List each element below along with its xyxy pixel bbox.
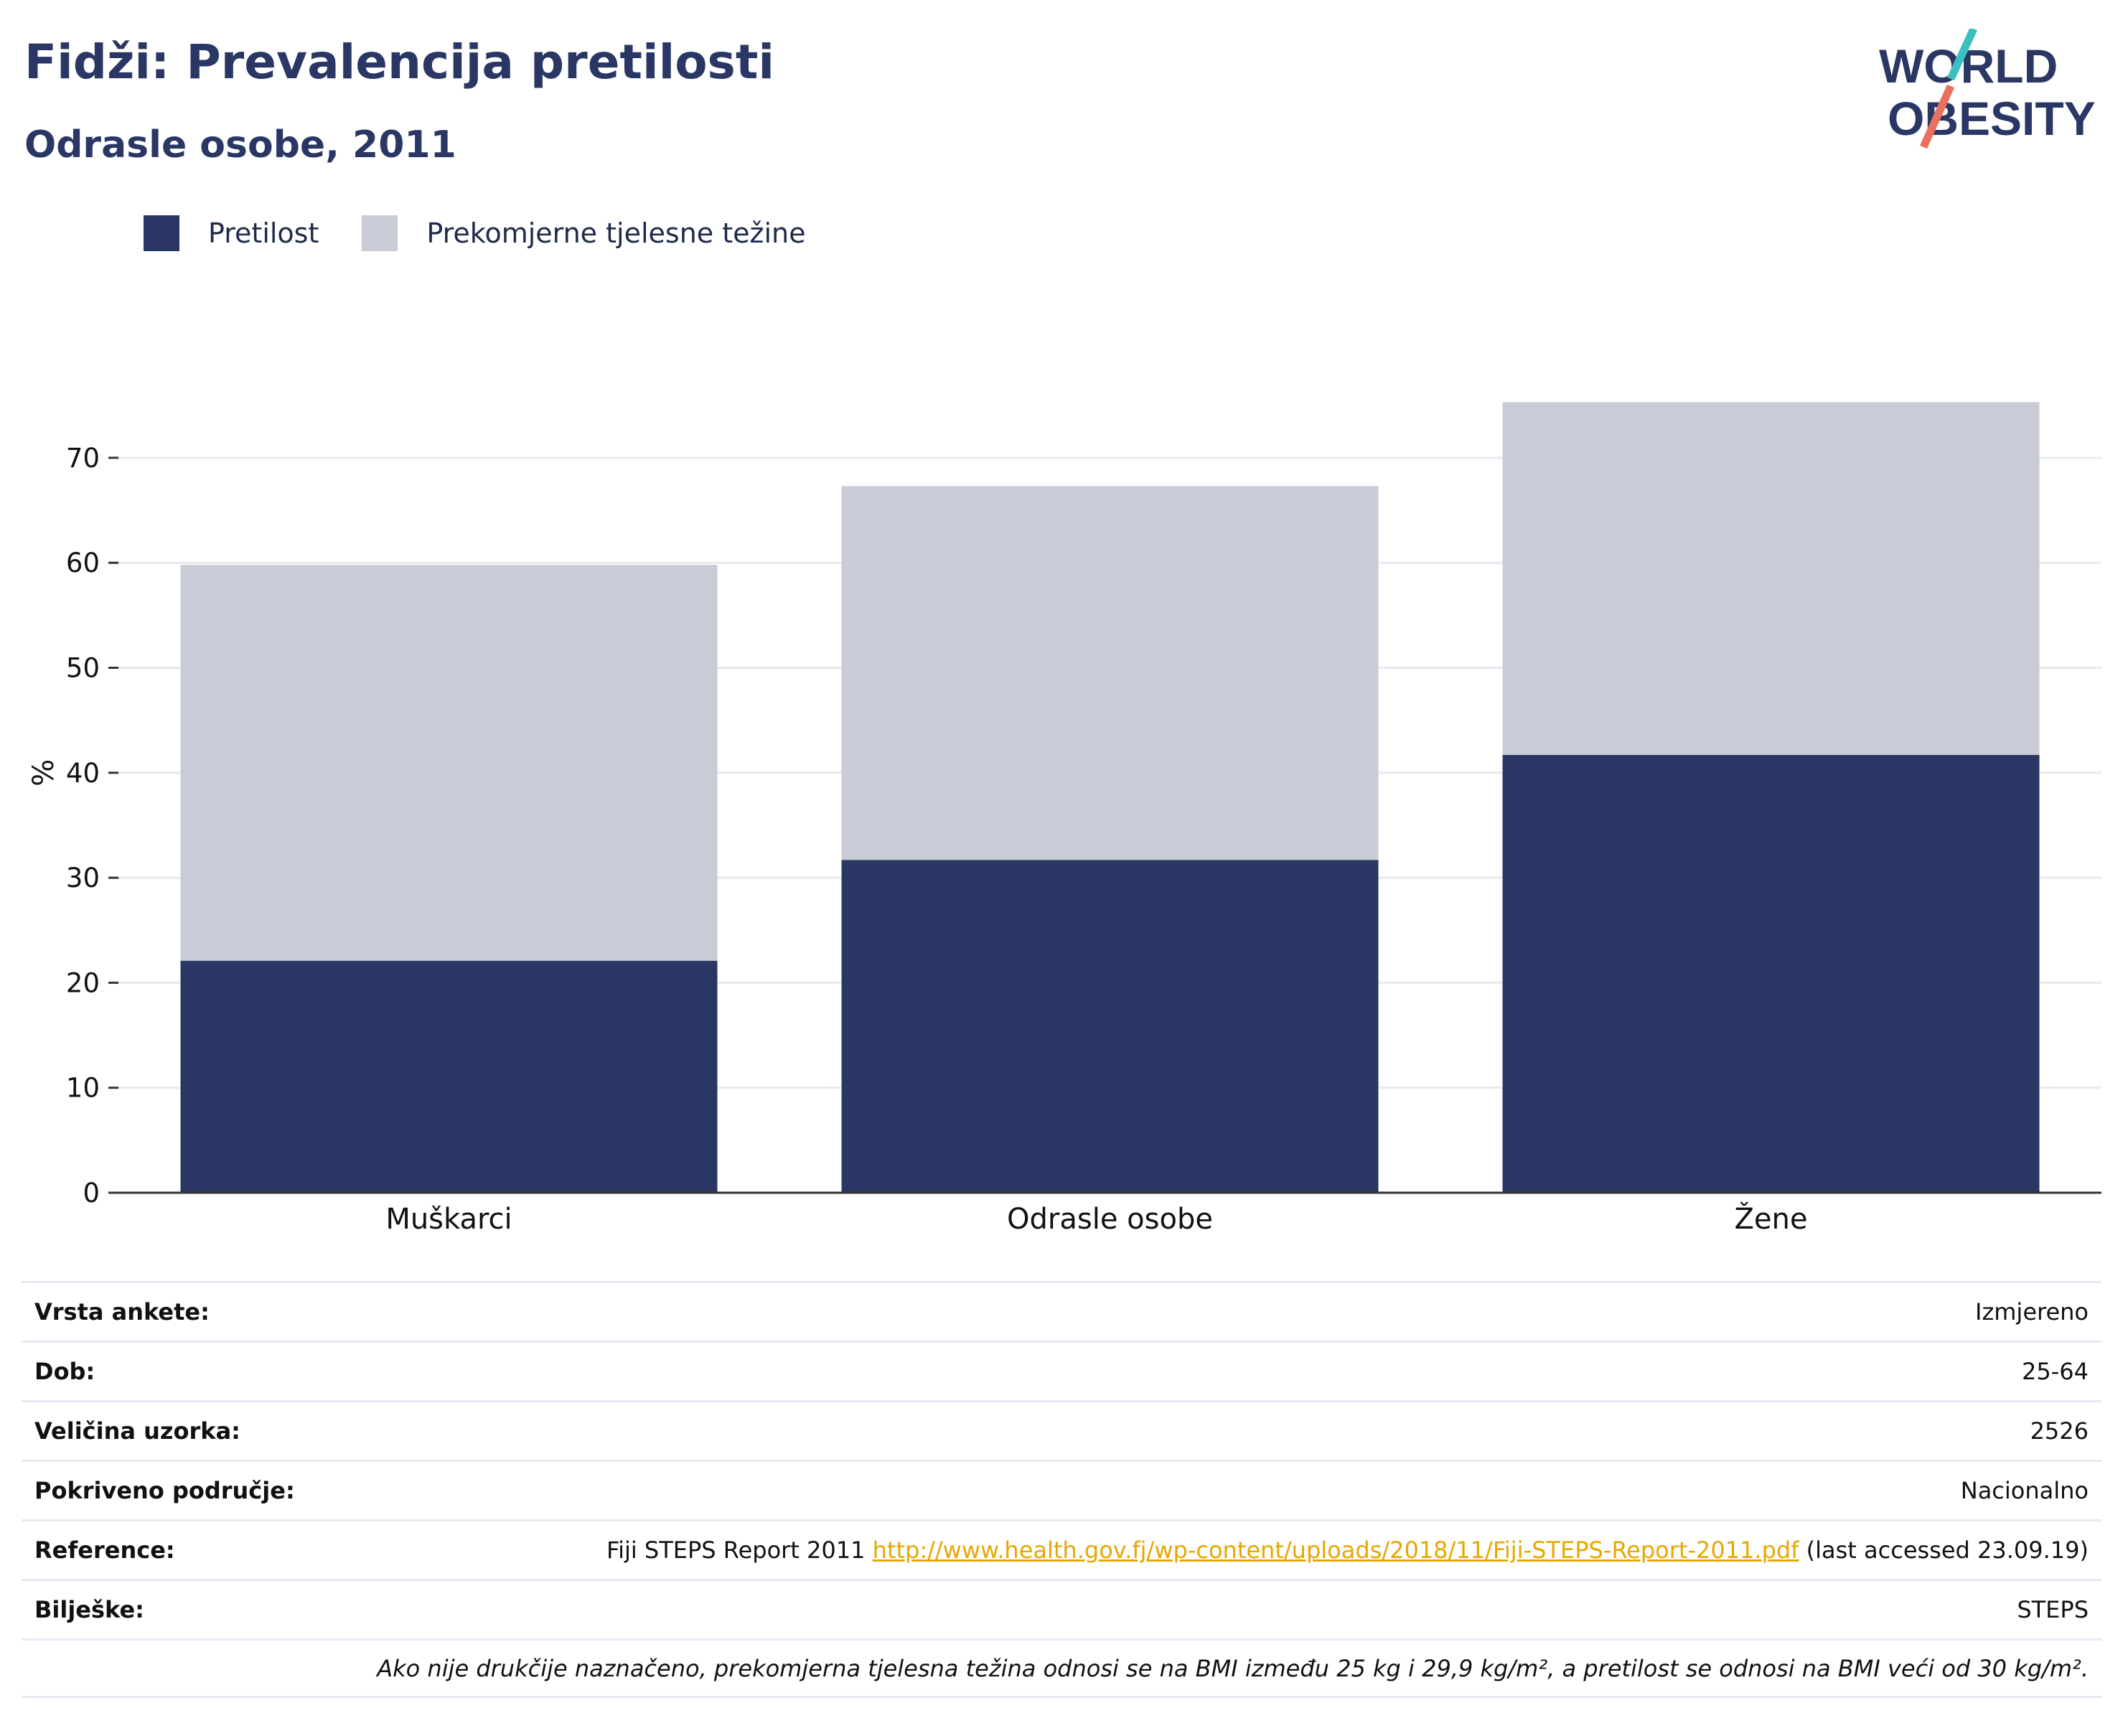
- info-row-reference: Reference: Fiji STEPS Report 2011 http:/…: [22, 1519, 2101, 1579]
- info-value: STEPS: [2017, 1596, 2089, 1623]
- legend-swatch-overweight: [362, 215, 398, 251]
- y-tick-label: 20: [66, 967, 100, 998]
- x-tick-label: Odrasle osobe: [1007, 1203, 1213, 1236]
- info-row-notes: Bilješke: STEPS: [22, 1579, 2101, 1638]
- info-row-age: Dob: 25-64: [22, 1341, 2101, 1400]
- info-row-coverage: Pokriveno područje: Nacionalno: [22, 1460, 2101, 1519]
- info-row-survey-type: Vrsta ankete: Izmjereno: [22, 1281, 2101, 1341]
- legend-item-overweight[interactable]: Prekomjerne tjelesne težine: [362, 215, 806, 251]
- stacked-bar-chart: 0 10 20 30 40 50 60 70% Muškarci Odrasle osobe Žen…: [27, 402, 2101, 1236]
- y-tick-label: 60: [66, 548, 100, 578]
- y-tick-label: 10: [66, 1073, 100, 1104]
- bar-obesity: [841, 860, 1379, 1193]
- reference-link[interactable]: http://www.health.gov.fj/wp-content/uplo…: [872, 1536, 1799, 1564]
- info-key: Vrsta ankete:: [34, 1298, 210, 1326]
- y-tick-label: 70: [66, 443, 100, 474]
- info-key: Pokriveno područje:: [34, 1477, 295, 1504]
- bar-obesity: [180, 960, 718, 1193]
- info-value: 25-64: [2022, 1358, 2089, 1385]
- legend-label-overweight: Prekomjerne tjelesne težine: [426, 217, 806, 249]
- legend-item-obesity[interactable]: Pretilost: [144, 215, 319, 251]
- y-axis-label: %: [27, 759, 60, 787]
- legend-swatch-obesity: [144, 215, 179, 251]
- bar-obesity: [1502, 754, 2040, 1193]
- footnote: Ako nije drukčije naznačeno, prekomjerna…: [22, 1638, 2101, 1698]
- bar-overweight: [841, 486, 1379, 860]
- x-tick-label: Muškarci: [385, 1203, 512, 1236]
- chart-legend: Pretilost Prekomjerne tjelesne težine: [144, 215, 849, 251]
- bar-overweight: [180, 565, 718, 961]
- y-tick-label: 30: [66, 863, 100, 893]
- y-tick-label: 40: [66, 758, 100, 789]
- info-value: Nacionalno: [1960, 1477, 2089, 1504]
- page-subtitle: Odrasle osobe, 2011: [24, 123, 456, 166]
- survey-info-table: Vrsta ankete: Izmjereno Dob: 25-64 Velič…: [22, 1281, 2101, 1698]
- logo-line2: OBESITY: [1888, 92, 2096, 145]
- reference-prefix: Fiji STEPS Report 2011: [606, 1536, 873, 1564]
- page-title: Fidži: Prevalencija pretilosti: [24, 34, 775, 90]
- info-row-sample-size: Veličina uzorka: 2526: [22, 1400, 2101, 1460]
- world-obesity-logo: WORLD OBESITY: [1879, 29, 2096, 149]
- logo-slash-bottom: [1919, 84, 1955, 149]
- reference-suffix: (last accessed 23.09.19): [1799, 1536, 2089, 1564]
- logo-slash-top: [1946, 29, 1978, 81]
- x-tick-label: Žene: [1735, 1201, 1808, 1236]
- y-tick-label: 50: [66, 653, 100, 684]
- bar-overweight: [1502, 402, 2040, 755]
- legend-label-obesity: Pretilost: [208, 217, 319, 249]
- info-key: Bilješke:: [34, 1596, 144, 1623]
- info-key: Veličina uzorka:: [34, 1417, 240, 1445]
- y-tick-label: 0: [83, 1178, 100, 1209]
- reference-value: Fiji STEPS Report 2011 http://www.health…: [606, 1536, 2089, 1564]
- info-key: Dob:: [34, 1358, 95, 1385]
- info-key: Reference:: [34, 1536, 175, 1564]
- info-value: 2526: [2030, 1417, 2089, 1445]
- info-value: Izmjereno: [1975, 1298, 2089, 1326]
